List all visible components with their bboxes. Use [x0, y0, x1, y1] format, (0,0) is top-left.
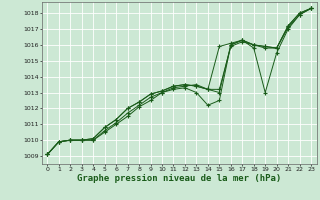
X-axis label: Graphe pression niveau de la mer (hPa): Graphe pression niveau de la mer (hPa) — [77, 174, 281, 183]
